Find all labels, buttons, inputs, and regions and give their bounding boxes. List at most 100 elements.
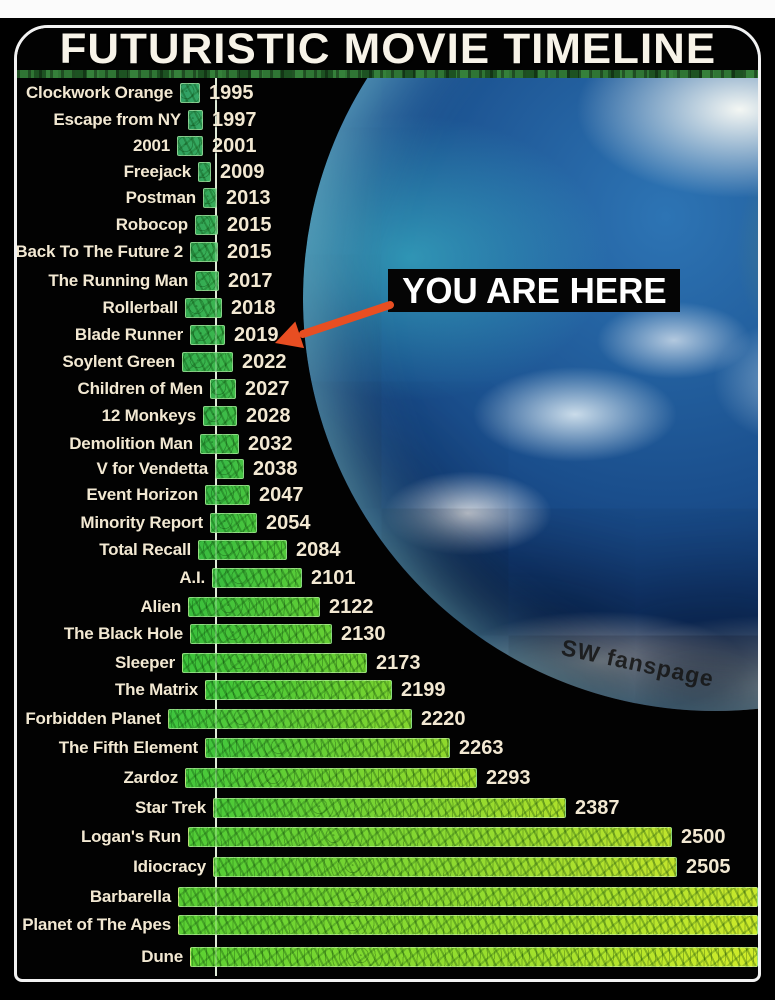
year-label: 2054 bbox=[266, 512, 311, 534]
timeline-bar bbox=[205, 738, 450, 758]
movie-label: Minority Report bbox=[80, 513, 203, 532]
timeline-bar bbox=[188, 827, 672, 847]
timeline-bar bbox=[203, 188, 217, 208]
table-row: Logan's Run 2500 bbox=[17, 824, 758, 850]
year-label: 2032 bbox=[248, 433, 293, 455]
movie-label: The Matrix bbox=[114, 680, 198, 699]
you-are-here-label: YOU ARE HERE bbox=[401, 269, 667, 311]
movie-label: Idiocracy bbox=[133, 857, 206, 876]
timeline-bar bbox=[215, 459, 244, 479]
year-label: 2122 bbox=[329, 596, 374, 618]
movie-label: The Black Hole bbox=[63, 624, 183, 643]
movie-label: The Fifth Element bbox=[58, 738, 198, 757]
movie-label: Escape from NY bbox=[53, 110, 181, 129]
year-label: 2505 bbox=[686, 856, 731, 878]
year-label: 2015 bbox=[227, 214, 272, 236]
table-row: Zardoz 2293 bbox=[17, 765, 758, 791]
movie-label: 2001 bbox=[132, 136, 170, 155]
table-row: Dune bbox=[17, 944, 758, 970]
movie-label: Demolition Man bbox=[69, 434, 193, 453]
movie-label: Star Trek bbox=[135, 798, 206, 817]
table-row: Back To The Future 2 2015 bbox=[17, 239, 758, 265]
year-label: 2047 bbox=[259, 484, 304, 506]
timeline-bar bbox=[180, 83, 200, 103]
timeline-bar bbox=[212, 568, 302, 588]
table-row: The Black Hole 2130 bbox=[17, 621, 758, 647]
movie-label: A.I. bbox=[179, 568, 205, 587]
year-label: 2018 bbox=[231, 297, 276, 319]
movie-label: The Running Man bbox=[48, 271, 188, 290]
you-are-here-arrow-icon bbox=[275, 301, 394, 349]
movie-label: Rollerball bbox=[102, 298, 179, 317]
bar-rows: Clockwork Orange 1995 Escape from NY 199… bbox=[17, 28, 758, 979]
timeline-bar bbox=[210, 513, 257, 533]
movie-label: V for Vendetta bbox=[96, 459, 208, 478]
frame-border-box: FUTURISTIC MOVIE TIMELINE Clockwork Oran… bbox=[14, 25, 761, 982]
arrow-shaft bbox=[299, 301, 394, 338]
timeline-bar bbox=[177, 136, 203, 156]
movie-label: Children of Men bbox=[77, 379, 204, 398]
timeline-bar bbox=[190, 624, 332, 644]
movie-label: Postman bbox=[125, 188, 197, 207]
year-label: 1997 bbox=[212, 109, 257, 131]
movie-label: Sleeper bbox=[114, 653, 175, 672]
table-row: Demolition Man 2032 bbox=[17, 431, 758, 457]
table-row: The Fifth Element 2263 bbox=[17, 735, 758, 761]
movie-label: Soylent Green bbox=[62, 352, 175, 371]
year-label: 2199 bbox=[401, 679, 446, 701]
year-label: 2387 bbox=[575, 797, 620, 819]
page-title: FUTURISTIC MOVIE TIMELINE bbox=[59, 25, 716, 73]
movie-label: Freejack bbox=[123, 162, 192, 181]
movie-label: Back To The Future 2 bbox=[15, 242, 183, 261]
title-band: FUTURISTIC MOVIE TIMELINE bbox=[17, 28, 758, 73]
table-row: Total Recall 2084 bbox=[17, 537, 758, 563]
movie-label: Clockwork Orange bbox=[25, 83, 173, 102]
table-row: A.I. 2101 bbox=[17, 565, 758, 591]
timeline-bar bbox=[210, 379, 236, 399]
timeline-bar bbox=[182, 653, 367, 673]
table-row: The Running Man 2017 bbox=[17, 268, 758, 294]
year-label: 2220 bbox=[421, 708, 466, 730]
movie-label: Alien bbox=[140, 597, 181, 616]
table-row: Minority Report 2054 bbox=[17, 510, 758, 536]
timeline-bar bbox=[195, 271, 219, 291]
timeline-bar bbox=[190, 325, 225, 345]
year-label: 2009 bbox=[220, 161, 265, 183]
movie-label: Robocop bbox=[115, 215, 188, 234]
movie-label: Zardoz bbox=[123, 768, 178, 787]
movie-label: Blade Runner bbox=[74, 325, 183, 344]
year-label: 2500 bbox=[681, 826, 726, 848]
top-margin-strip bbox=[0, 0, 775, 18]
timeline-bar bbox=[182, 352, 233, 372]
timeline-bar bbox=[188, 597, 320, 617]
movie-label: Event Horizon bbox=[86, 485, 198, 504]
now-axis-line-overlay bbox=[215, 78, 217, 976]
table-row: Star Trek 2387 bbox=[17, 795, 758, 821]
table-row: Forbidden Planet 2220 bbox=[17, 706, 758, 732]
movie-label: Dune bbox=[141, 947, 183, 966]
table-row: Robocop 2015 bbox=[17, 212, 758, 238]
year-label: 2038 bbox=[253, 458, 298, 480]
year-label: 2084 bbox=[296, 539, 341, 561]
timeline-bar bbox=[213, 857, 677, 877]
timeline-bar bbox=[203, 406, 237, 426]
year-label: 2019 bbox=[234, 324, 279, 346]
table-row: The Matrix 2199 bbox=[17, 677, 758, 703]
timeline-bar bbox=[200, 434, 239, 454]
timeline-bar bbox=[178, 915, 758, 935]
year-label: 2001 bbox=[212, 135, 257, 157]
table-row: Postman 2013 bbox=[17, 185, 758, 211]
timeline-bar bbox=[198, 540, 287, 560]
table-row: Planet of The Apes bbox=[17, 912, 758, 938]
year-label: 2013 bbox=[226, 187, 271, 209]
timeline-bar bbox=[205, 680, 392, 700]
table-row: Alien 2122 bbox=[17, 594, 758, 620]
arrow-head bbox=[275, 321, 305, 349]
timeline-bar bbox=[195, 215, 218, 235]
table-row: Sleeper 2173 bbox=[17, 650, 758, 676]
timeline-bar bbox=[198, 162, 211, 182]
timeline-bar bbox=[188, 110, 203, 130]
year-label: 2173 bbox=[376, 652, 421, 674]
year-label: 2017 bbox=[228, 270, 273, 292]
